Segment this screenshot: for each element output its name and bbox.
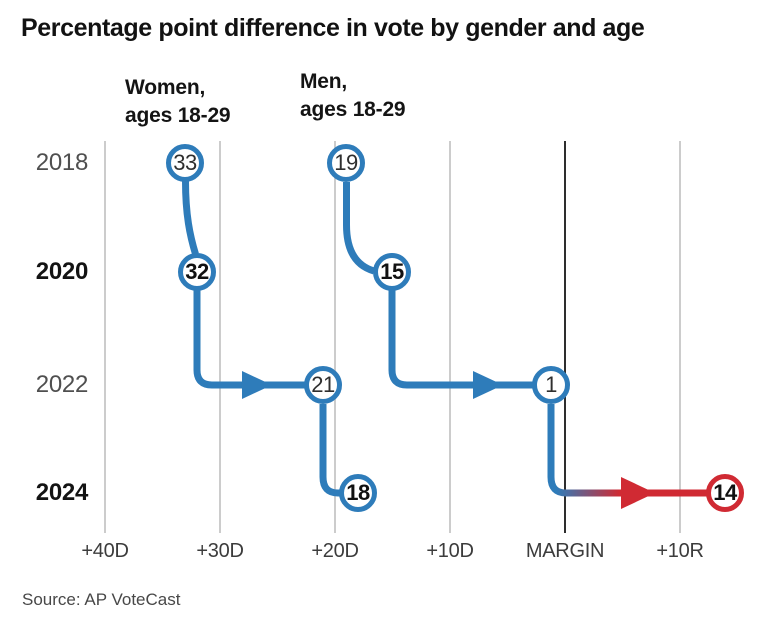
x-tick-30d: +30D (196, 540, 244, 562)
year-label-2018: 2018 (35, 149, 89, 176)
women-arrow-right-icon (242, 371, 272, 399)
x-tick-margin: MARGIN (525, 540, 605, 562)
point-men-2018: 19 (327, 144, 365, 182)
series-header-women: Women, ages 18-29 (125, 74, 231, 130)
series-header-men: Men, ages 18-29 (300, 68, 406, 124)
x-tick-10d: +10D (426, 540, 474, 562)
men-arrow-right-red-icon (621, 477, 655, 509)
point-women-2018: 33 (166, 144, 204, 182)
point-women-2022: 21 (304, 366, 342, 404)
x-tick-10r: +10R (656, 540, 704, 562)
men-arrow-right-icon (473, 371, 503, 399)
women-line-2020-2022 (193, 290, 305, 389)
women-line-2022-2024 (319, 404, 340, 497)
gridline-40d (104, 141, 106, 533)
series-header-men-line1: Men, (300, 70, 348, 93)
series-header-men-line2: ages 18-29 (300, 98, 406, 121)
men-line-2022-2024-gradient (547, 404, 707, 497)
gridline-10d (449, 141, 451, 533)
men-line-2020-2022 (388, 290, 533, 389)
x-tick-40d: +40D (81, 540, 129, 562)
point-men-2024: 14 (706, 474, 744, 512)
chart-title: Percentage point difference in vote by g… (21, 14, 645, 42)
x-tick-20d: +20D (311, 540, 359, 562)
year-label-2020: 2020 (35, 258, 89, 285)
point-men-2022: 1 (532, 366, 570, 404)
point-men-2020: 15 (373, 253, 411, 291)
gridline-10r (679, 141, 681, 533)
series-header-women-line1: Women, (125, 76, 206, 99)
women-line-2018-2020 (182, 180, 199, 256)
point-women-2020: 32 (178, 253, 216, 291)
year-label-2022: 2022 (35, 371, 89, 398)
point-women-2024: 18 (339, 474, 377, 512)
series-header-women-line2: ages 18-29 (125, 104, 231, 127)
gridline-20d (334, 141, 336, 533)
source-note: Source: AP VoteCast (22, 590, 181, 609)
men-line-2018-2020 (343, 182, 376, 275)
gridline-margin (564, 141, 566, 533)
gridline-30d (219, 141, 221, 533)
year-label-2024: 2024 (35, 479, 89, 506)
